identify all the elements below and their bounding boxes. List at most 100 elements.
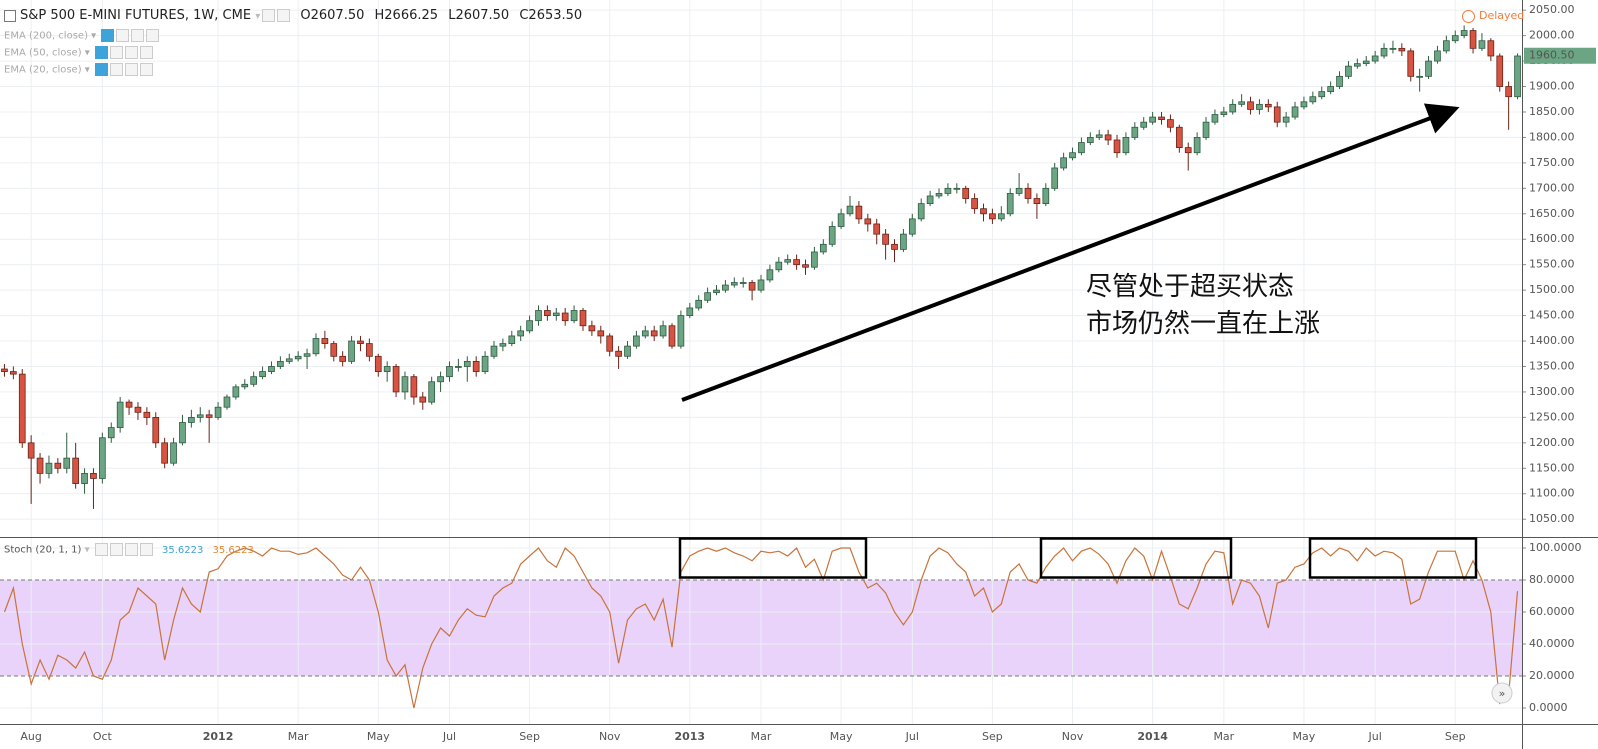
annotation-line: 市场仍然一直在上涨 [1086,309,1321,339]
eye-icon[interactable] [101,29,115,42]
settings-icon[interactable] [116,29,130,42]
candle-body [846,205,854,215]
settings-icon[interactable] [110,63,123,76]
y-tick-label: 1350.00 [1529,359,1575,372]
y-tick-label: 1700.00 [1529,181,1575,194]
candle-body [793,259,800,266]
y-tick-label: 1550.00 [1529,258,1575,271]
candle-body [561,312,569,322]
x-tick-label: Sep [519,730,540,743]
stoch-legend: Stoch (20, 1, 1) ▾ 35.6223 35.6223 [4,543,254,556]
candle-body [1122,137,1130,154]
candle-body [10,371,17,375]
y-tick-label: 40.0000 [1529,637,1575,650]
header: S&P 500 E-MINI FUTURES, 1W, CME ▾ O2607.… [4,8,582,23]
candle-body [81,472,88,484]
candle-body [179,422,186,444]
candle-body [713,289,720,294]
candle-body [170,442,177,464]
candle-body [802,264,809,268]
candle-body [214,406,222,418]
indicator-row: EMA (20, close) ▾ [4,63,153,76]
candle-body [980,208,987,215]
add-icon[interactable] [125,46,138,59]
candle-body [552,312,560,316]
candle-body [1514,55,1521,98]
candle-body [811,251,818,268]
candle-body [437,376,444,383]
candle-body [855,205,863,220]
candle-body [321,338,329,344]
settings-icon[interactable] [262,9,276,22]
stoch-label: Stoch (20, 1, 1) [4,544,82,556]
candle-body [1104,134,1112,141]
highlight-box [1308,537,1478,579]
candle-body [526,320,533,332]
x-tick-label: Oct [93,730,113,743]
add-icon[interactable] [125,63,138,76]
candle-body [1318,91,1326,98]
y-tick-label: 0.0000 [1529,701,1568,714]
candle-body [419,396,427,403]
candle-body [1193,137,1201,154]
candle-body [196,414,204,418]
close-icon[interactable] [146,29,160,42]
candle-body [188,416,195,423]
candle-body [544,310,551,316]
y-tick-label: 1650.00 [1529,207,1575,220]
candle-body [819,243,827,253]
candle-body [935,193,943,197]
candle-body [1033,198,1041,205]
annotation-line: 尽管处于超买状态 [1086,272,1295,302]
x-tick-label: 2012 [203,730,234,743]
status: Delayed [1462,9,1524,23]
add-icon[interactable] [131,29,145,42]
collapse-icon[interactable] [4,9,16,22]
y-tick-label: 20.0000 [1529,669,1575,682]
eye-icon[interactable] [95,63,108,76]
ohlc-close: C2653.50 [519,8,583,23]
last-price-label: 1960.50 [1529,49,1575,62]
candle-body [962,187,970,199]
close-icon[interactable] [140,63,153,76]
candle-body [908,218,916,235]
dropdown-icon[interactable]: ▾ [255,11,261,22]
close-icon[interactable] [139,543,153,556]
add-icon[interactable] [124,543,138,556]
settings-icon[interactable] [110,46,123,59]
candle-body [18,373,26,444]
candle-body [294,355,302,360]
candle-body [54,462,62,469]
close-icon[interactable] [277,9,291,22]
candle-body [739,282,747,284]
y-tick-label: 1400.00 [1529,334,1575,347]
eye-icon[interactable] [94,543,108,556]
candle-body [677,315,685,347]
y-tick-label: 1050.00 [1529,512,1575,525]
scroll-icon: » [1499,687,1506,700]
candle-body [1167,119,1174,128]
candle-body [259,371,266,378]
y-tick-label: 1150.00 [1529,461,1575,474]
y-tick-label: 1600.00 [1529,232,1575,245]
settings-icon[interactable] [109,543,123,556]
candle-body [695,299,703,309]
candle-body [383,366,391,372]
y-tick-label: 2050.00 [1529,3,1575,16]
candle-body [223,396,231,408]
candle-body [650,330,658,337]
candle-body [134,406,142,413]
candle-body [268,366,275,372]
close-icon[interactable] [140,46,153,59]
candle-body [250,376,258,385]
candle-body [125,401,133,408]
y-tick-label: 1800.00 [1529,130,1575,143]
candle-body [944,187,952,194]
candle-body [72,457,79,484]
status-text: Delayed [1479,9,1525,22]
eye-icon[interactable] [95,46,108,59]
candle-body [1273,106,1281,123]
x-tick-label: May [1293,730,1316,743]
candle-body [775,261,783,271]
